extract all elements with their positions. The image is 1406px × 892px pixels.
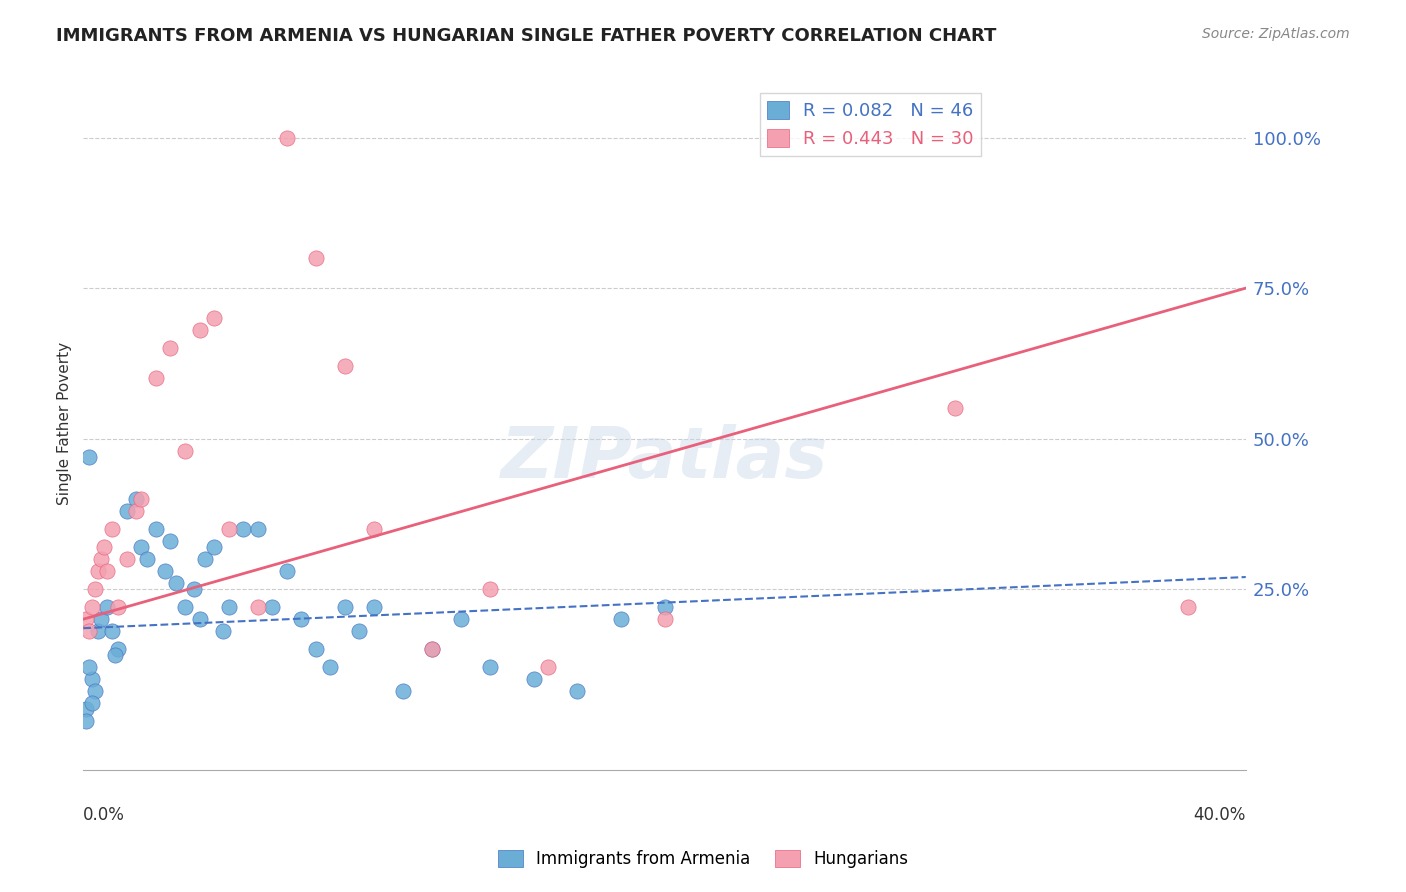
Point [96, 564, 118, 578]
Point [90, 612, 112, 626]
Point [333, 600, 356, 615]
Point [101, 624, 124, 639]
Point [165, 576, 187, 591]
Point [159, 341, 181, 355]
Point [84, 582, 107, 596]
Text: 40.0%: 40.0% [1194, 805, 1246, 823]
Point [392, 684, 415, 698]
Point [124, 491, 146, 506]
Point [174, 600, 197, 615]
Legend: Immigrants from Armenia, Hungarians: Immigrants from Armenia, Hungarians [491, 843, 915, 875]
Point [131, 540, 153, 554]
Point [101, 522, 124, 536]
Point [115, 552, 138, 566]
Point [610, 612, 633, 626]
Point [420, 642, 443, 657]
Point [479, 582, 502, 596]
Point [523, 673, 546, 687]
Legend: R = 0.082   N = 46, R = 0.443   N = 30: R = 0.082 N = 46, R = 0.443 N = 30 [759, 94, 981, 155]
Point [104, 648, 127, 663]
Point [75, 714, 97, 729]
Point [124, 504, 146, 518]
Point [276, 130, 298, 145]
Point [80, 600, 103, 615]
Point [159, 533, 181, 548]
Point [194, 552, 217, 566]
Point [80, 673, 103, 687]
Point [290, 612, 312, 626]
Point [349, 624, 371, 639]
Point [77, 450, 100, 464]
Text: IMMIGRANTS FROM ARMENIA VS HUNGARIAN SINGLE FATHER POVERTY CORRELATION CHART: IMMIGRANTS FROM ARMENIA VS HUNGARIAN SIN… [56, 27, 997, 45]
Y-axis label: Single Father Poverty: Single Father Poverty [58, 342, 72, 505]
Point [218, 600, 240, 615]
Point [363, 600, 385, 615]
Point [363, 522, 385, 536]
Point [115, 504, 138, 518]
Point [90, 552, 112, 566]
Point [211, 624, 233, 639]
Point [943, 401, 966, 416]
Point [77, 624, 100, 639]
Point [276, 564, 298, 578]
Point [80, 697, 103, 711]
Point [153, 564, 176, 578]
Point [654, 612, 676, 626]
Point [131, 491, 153, 506]
Text: Source: ZipAtlas.com: Source: ZipAtlas.com [1202, 27, 1350, 41]
Point [107, 642, 129, 657]
Point [93, 540, 115, 554]
Point [77, 660, 100, 674]
Point [174, 443, 197, 458]
Point [420, 642, 443, 657]
Point [136, 552, 159, 566]
Point [75, 702, 97, 716]
Point [188, 612, 211, 626]
Point [218, 522, 240, 536]
Text: 0.0%: 0.0% [83, 805, 125, 823]
Point [96, 600, 118, 615]
Point [188, 323, 211, 337]
Point [202, 540, 225, 554]
Point [319, 660, 342, 674]
Point [1177, 600, 1199, 615]
Point [262, 600, 284, 615]
Point [246, 600, 269, 615]
Point [479, 660, 502, 674]
Point [87, 564, 110, 578]
Point [87, 624, 110, 639]
Point [84, 684, 107, 698]
Point [183, 582, 205, 596]
Point [567, 684, 589, 698]
Point [333, 359, 356, 374]
Point [75, 612, 97, 626]
Point [145, 522, 167, 536]
Point [450, 612, 472, 626]
Point [537, 660, 560, 674]
Point [232, 522, 254, 536]
Point [654, 600, 676, 615]
Point [305, 251, 328, 265]
Point [202, 311, 225, 326]
Text: ZIPatlas: ZIPatlas [501, 424, 828, 492]
Point [107, 600, 129, 615]
Point [305, 642, 328, 657]
Point [145, 371, 167, 385]
Point [246, 522, 269, 536]
